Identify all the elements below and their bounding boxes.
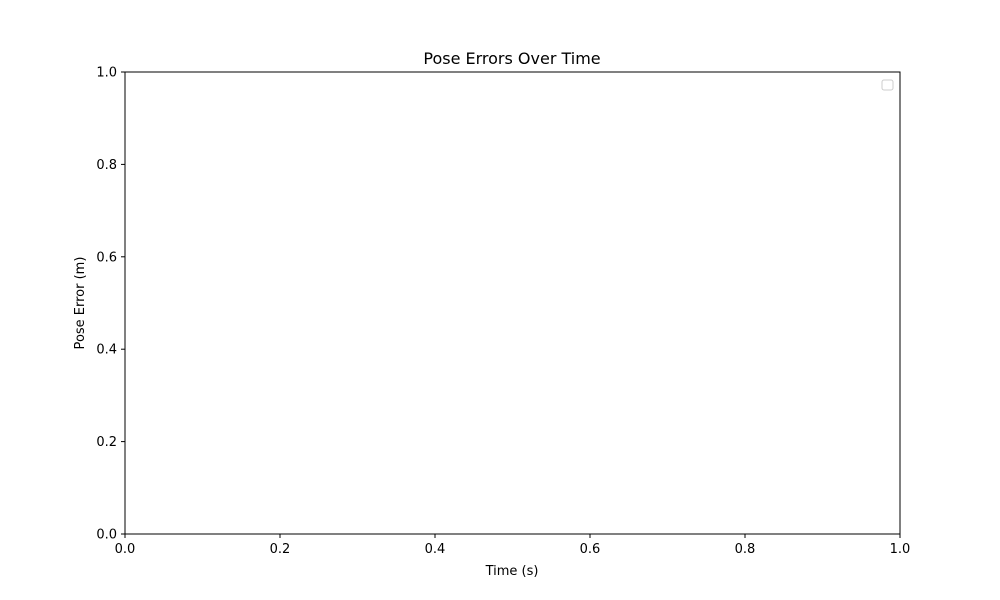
x-tick-label: 1.0: [890, 542, 911, 557]
chart-title: Pose Errors Over Time: [423, 49, 600, 68]
plot-area: [125, 72, 900, 534]
y-tick-label: 1.0: [96, 66, 117, 81]
x-tick-label: 0.2: [270, 542, 291, 557]
x-tick-label: 0.8: [735, 542, 756, 557]
x-tick-label: 0.4: [425, 542, 446, 557]
y-axis-ticks: 0.0 0.2 0.4 0.6 0.8 1.0: [96, 66, 125, 543]
legend-box: [881, 79, 894, 91]
x-axis-label: Time (s): [485, 564, 539, 579]
plot-frame: [124, 71, 901, 535]
y-axis-label: Pose Error (m): [73, 257, 88, 350]
y-tick-label: 0.8: [96, 158, 117, 173]
x-tick-label: 0.0: [115, 542, 136, 557]
y-tick-label: 0.4: [96, 343, 117, 358]
x-tick-label: 0.6: [580, 542, 601, 557]
y-tick-label: 0.6: [96, 250, 117, 265]
y-tick-label: 0.2: [96, 435, 117, 450]
y-tick-label: 0.0: [96, 528, 117, 543]
x-axis-ticks: 0.0 0.2 0.4 0.6 0.8 1.0: [115, 534, 911, 557]
